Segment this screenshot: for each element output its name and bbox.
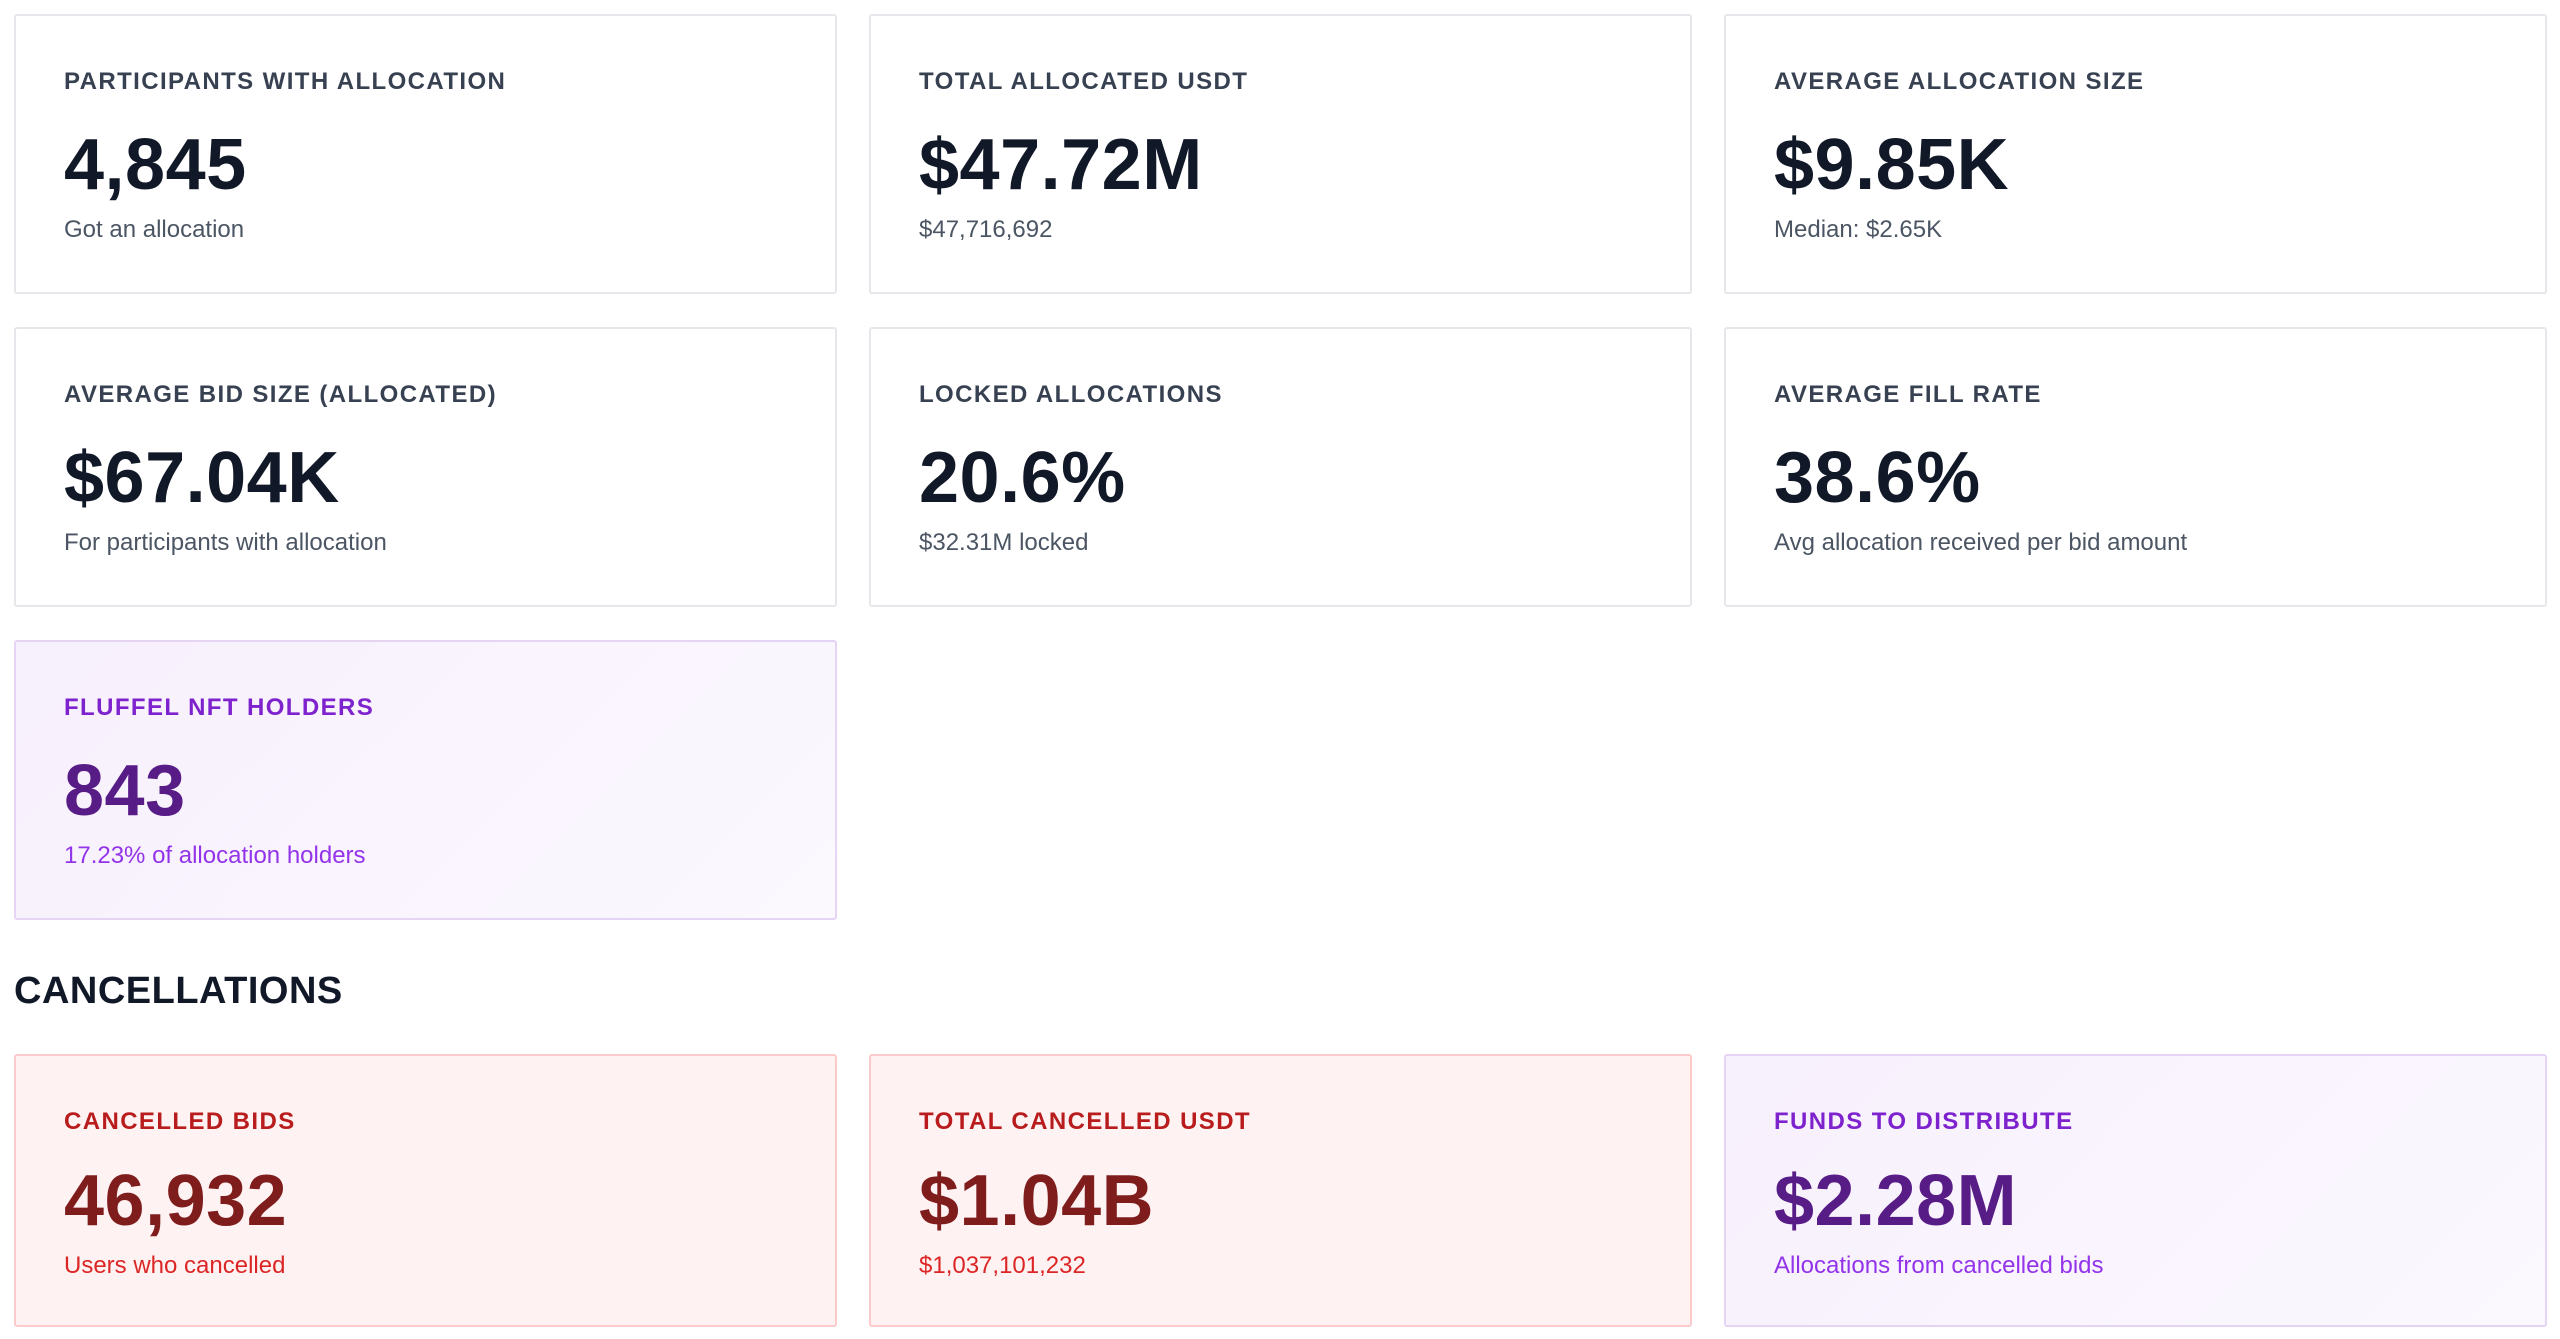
funds-to-distribute-card: FUNDS TO DISTRIBUTE $2.28M Allocations f… [1724, 1054, 2547, 1327]
average-bid-size-card: AVERAGE BID SIZE (ALLOCATED) $67.04K For… [14, 327, 837, 607]
cancellations-section-title: CANCELLATIONS [14, 970, 343, 1012]
card-label: AVERAGE BID SIZE (ALLOCATED) [64, 381, 497, 408]
card-subtext: Avg allocation received per bid amount [1774, 529, 2188, 556]
card-subtext: For participants with allocation [64, 529, 387, 556]
card-label: CANCELLED BIDS [64, 1108, 296, 1135]
card-subtext: Allocations from cancelled bids [1774, 1252, 2104, 1279]
card-label: AVERAGE FILL RATE [1774, 381, 2042, 408]
card-subtext: $1,037,101,232 [919, 1252, 1086, 1279]
card-subtext: Users who cancelled [64, 1252, 286, 1279]
card-value: 843 [64, 751, 186, 831]
fluffel-nft-holders-card: FLUFFEL NFT HOLDERS 843 17.23% of alloca… [14, 640, 837, 920]
card-value: $2.28M [1774, 1161, 2018, 1241]
card-value: $1.04B [919, 1161, 1155, 1241]
card-value: 38.6% [1774, 438, 1981, 518]
total-cancelled-usdt-card: TOTAL CANCELLED USDT $1.04B $1,037,101,2… [869, 1054, 1692, 1327]
card-value: 20.6% [919, 438, 1126, 518]
card-label: FUNDS TO DISTRIBUTE [1774, 1108, 2074, 1135]
card-label: TOTAL ALLOCATED USDT [919, 68, 1249, 95]
card-subtext: Median: $2.65K [1774, 216, 1943, 243]
card-label: PARTICIPANTS WITH ALLOCATION [64, 68, 507, 95]
card-label: TOTAL CANCELLED USDT [919, 1108, 1251, 1135]
card-value: $9.85K [1774, 125, 2010, 205]
cancelled-bids-card: CANCELLED BIDS 46,932 Users who cancelle… [14, 1054, 837, 1327]
card-label: AVERAGE ALLOCATION SIZE [1774, 68, 2145, 95]
card-value: $47.72M [919, 125, 1203, 205]
card-subtext: $47,716,692 [919, 216, 1053, 243]
card-label: FLUFFEL NFT HOLDERS [64, 694, 375, 721]
participants-with-allocation-card: PARTICIPANTS WITH ALLOCATION 4,845 Got a… [14, 14, 837, 294]
card-subtext: 17.23% of allocation holders [64, 842, 366, 869]
locked-allocations-card: LOCKED ALLOCATIONS 20.6% $32.31M locked [869, 327, 1692, 607]
total-allocated-usdt-card: TOTAL ALLOCATED USDT $47.72M $47,716,692 [869, 14, 1692, 294]
average-fill-rate-card: AVERAGE FILL RATE 38.6% Avg allocation r… [1724, 327, 2547, 607]
card-value: 4,845 [64, 125, 247, 205]
card-subtext: Got an allocation [64, 216, 245, 243]
card-label: LOCKED ALLOCATIONS [919, 381, 1223, 408]
card-subtext: $32.31M locked [919, 529, 1089, 556]
card-value: $67.04K [64, 438, 340, 518]
card-value: 46,932 [64, 1161, 288, 1241]
average-allocation-size-card: AVERAGE ALLOCATION SIZE $9.85K Median: $… [1724, 14, 2547, 294]
